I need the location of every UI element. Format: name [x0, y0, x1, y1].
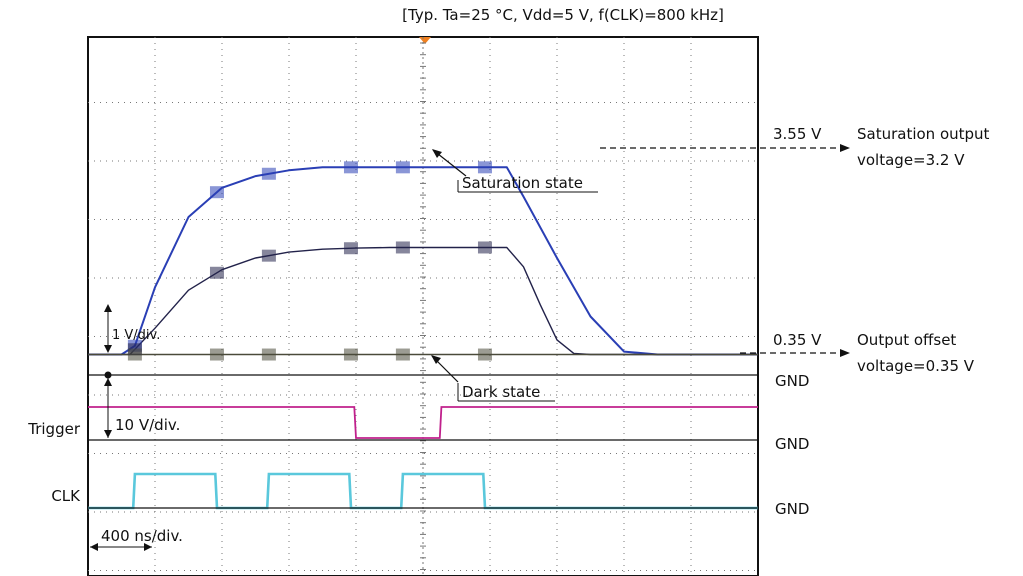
- offset-level-arrowhead: [840, 349, 850, 357]
- trigger-position-marker: [419, 37, 431, 44]
- gnd-label-clk: GND: [775, 500, 809, 518]
- dark-state-pointer-head: [431, 355, 441, 364]
- trigger-scale-arrowhead-top: [104, 378, 112, 386]
- saturation-state-pointer-head: [432, 149, 442, 158]
- clock-noise-burst: [261, 348, 276, 361]
- saturation-state-label: Saturation state: [462, 174, 583, 192]
- clk-trace: [88, 472, 758, 510]
- traces: [88, 161, 758, 510]
- grid: [88, 37, 758, 576]
- trigger-channel-label: Trigger: [27, 420, 81, 438]
- clock-noise-burst: [343, 242, 358, 255]
- gnd-label-trigger: GND: [775, 435, 809, 453]
- clock-noise-burst: [343, 348, 358, 361]
- time-scale-label: 400 ns/div.: [101, 527, 183, 545]
- gnd-label-output: GND: [775, 372, 809, 390]
- clock-noise-burst: [209, 266, 224, 279]
- clock-noise-burst: [395, 161, 410, 174]
- time-scale-arrowhead-left: [90, 543, 98, 551]
- output-scale-arrowhead-bottom: [104, 345, 112, 353]
- clock-noise-burst: [209, 348, 224, 361]
- output-scale-label: 1 V/div.: [112, 328, 160, 343]
- trigger-scale-label: 10 V/div.: [115, 416, 180, 434]
- clock-noise-burst: [343, 161, 358, 174]
- clock-noise-burst: [395, 348, 410, 361]
- clock-noise-burst: [395, 241, 410, 254]
- clock-noise-burst: [477, 161, 492, 174]
- clock-noise-burst: [261, 167, 276, 180]
- chart-title: [Typ. Ta=25 °C, Vdd=5 V, f(CLK)=800 kHz]: [402, 6, 724, 24]
- trigger-trace: [88, 406, 758, 439]
- saturation-output-label-2: voltage=3.2 V: [857, 151, 965, 169]
- clk-channel-label: CLK: [51, 487, 81, 505]
- dark-state-label: Dark state: [462, 383, 540, 401]
- output-gnd-marker: [104, 371, 112, 379]
- saturation-level-arrowhead: [840, 144, 850, 152]
- offset-level-value: 0.35 V: [773, 331, 822, 349]
- output-offset-label-2: voltage=0.35 V: [857, 357, 975, 375]
- clock-noise-burst: [261, 249, 276, 262]
- saturation-output-label-1: Saturation output: [857, 125, 990, 143]
- clock-noise-burst: [209, 186, 224, 199]
- clock-noise-burst: [127, 348, 142, 361]
- time-scale-arrowhead-right: [144, 543, 152, 551]
- saturation-level-value: 3.55 V: [773, 125, 822, 143]
- clock-noise-burst: [477, 241, 492, 254]
- output-scale-arrowhead-top: [104, 304, 112, 312]
- output-offset-label-1: Output offset: [857, 331, 956, 349]
- clock-noise-burst: [477, 348, 492, 361]
- trigger-scale-arrowhead-bottom: [104, 430, 112, 438]
